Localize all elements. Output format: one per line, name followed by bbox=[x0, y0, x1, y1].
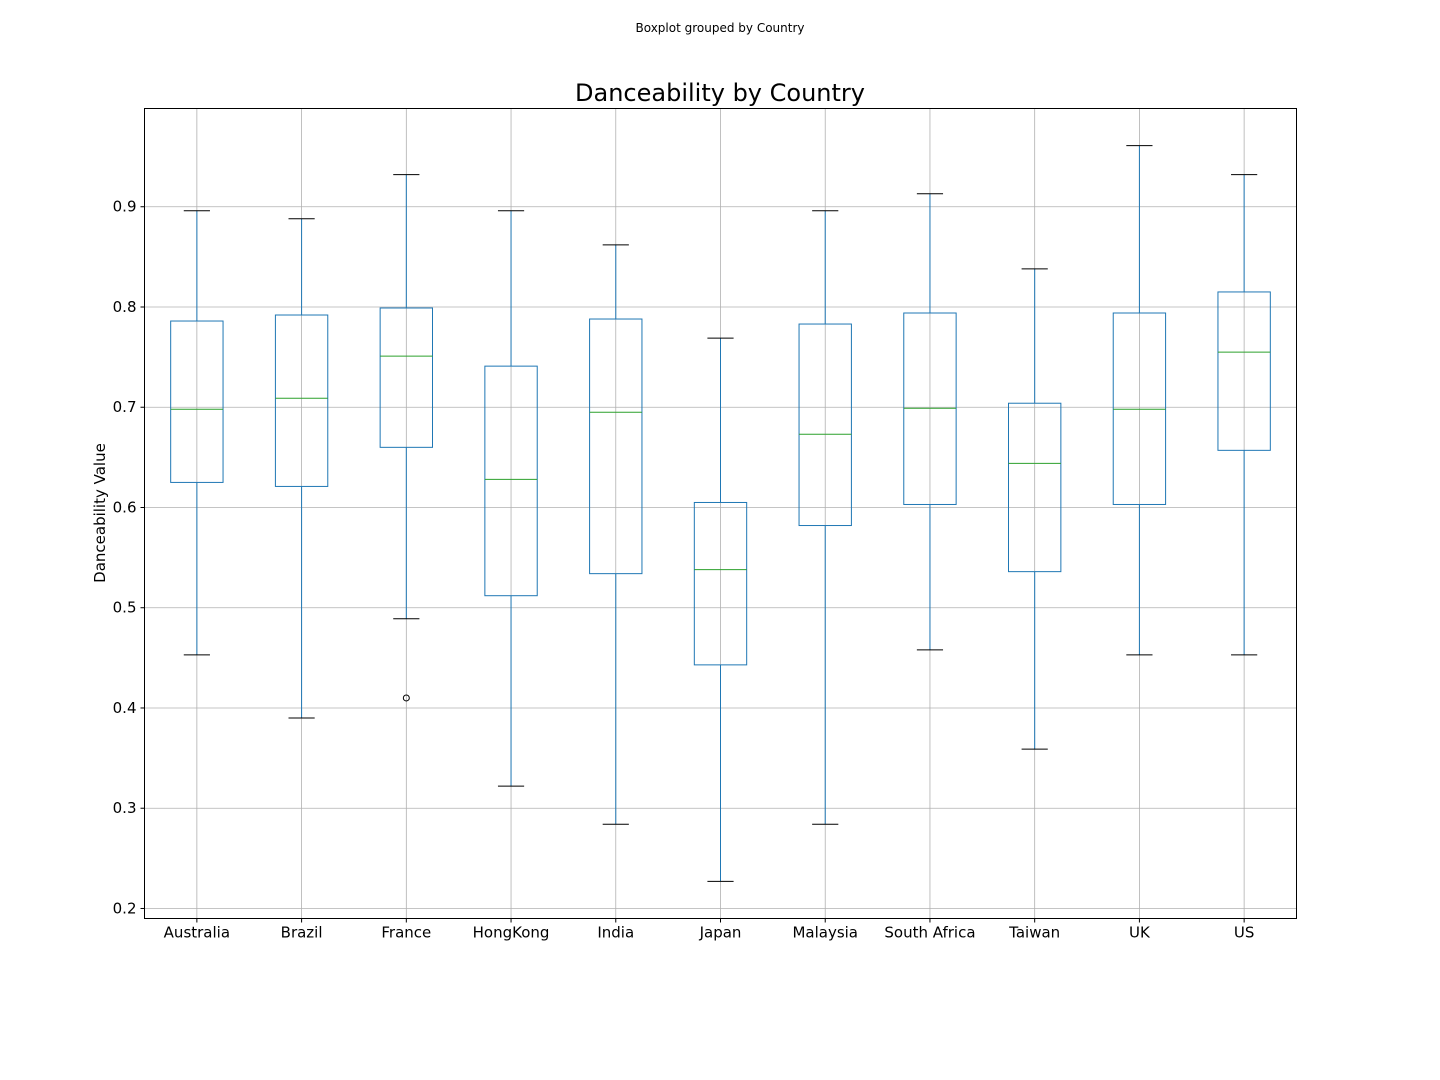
box-japan bbox=[693, 337, 748, 882]
y-tick-label: 0.6 bbox=[113, 498, 137, 516]
x-tick-label: UK bbox=[1129, 924, 1151, 942]
x-tick-label: Taiwan bbox=[1008, 924, 1060, 942]
box-south-africa bbox=[903, 193, 957, 651]
x-tick-label: France bbox=[381, 924, 431, 942]
x-tick-label: Japan bbox=[699, 924, 742, 942]
iqr-box bbox=[379, 307, 433, 448]
x-tick-label: India bbox=[597, 924, 634, 942]
box-india bbox=[589, 244, 643, 825]
iqr-box bbox=[1217, 291, 1271, 451]
y-tick-label: 0.2 bbox=[113, 899, 137, 917]
y-axis-label: Danceability Value bbox=[91, 443, 109, 583]
outlier-point bbox=[402, 694, 410, 702]
figure-suptitle: Boxplot grouped by Country bbox=[636, 21, 805, 35]
box-hongkong bbox=[484, 210, 538, 787]
y-tick-label: 0.9 bbox=[113, 198, 137, 216]
x-tick-label: HongKong bbox=[473, 924, 550, 942]
iqr-box bbox=[170, 320, 224, 483]
x-tick-label: South Africa bbox=[884, 924, 975, 942]
box-australia bbox=[170, 210, 224, 656]
x-tick-label: Brazil bbox=[281, 924, 323, 942]
iqr-box bbox=[1008, 402, 1062, 573]
x-tick-label: Australia bbox=[164, 924, 230, 942]
y-tick-label: 0.4 bbox=[113, 699, 137, 717]
y-tick-label: 0.7 bbox=[113, 398, 137, 416]
box-brazil bbox=[274, 218, 329, 719]
tick-layer: 0.2 0.3 0.4 0.5 0.6 0.7 0.8 0.9 Australia Brazil F… bbox=[113, 198, 1255, 942]
iqr-box bbox=[903, 312, 957, 505]
x-tick-label: US bbox=[1234, 924, 1255, 942]
box-layer bbox=[170, 145, 1271, 882]
chart-title: Danceability by Country bbox=[575, 79, 865, 107]
box-malaysia bbox=[798, 210, 852, 825]
y-tick-label: 0.5 bbox=[113, 599, 137, 617]
box-france bbox=[379, 174, 433, 702]
iqr-box bbox=[589, 318, 643, 575]
x-tick-label: Malaysia bbox=[792, 924, 858, 942]
iqr-box bbox=[1112, 312, 1167, 505]
iqr-box bbox=[693, 501, 748, 666]
iqr-box bbox=[484, 365, 538, 597]
iqr-box bbox=[798, 323, 852, 527]
box-uk bbox=[1112, 145, 1167, 656]
y-tick-label: 0.3 bbox=[113, 799, 137, 817]
box-us bbox=[1217, 174, 1271, 656]
y-tick-label: 0.8 bbox=[113, 298, 137, 316]
box-taiwan bbox=[1008, 268, 1062, 750]
iqr-box bbox=[274, 314, 329, 487]
